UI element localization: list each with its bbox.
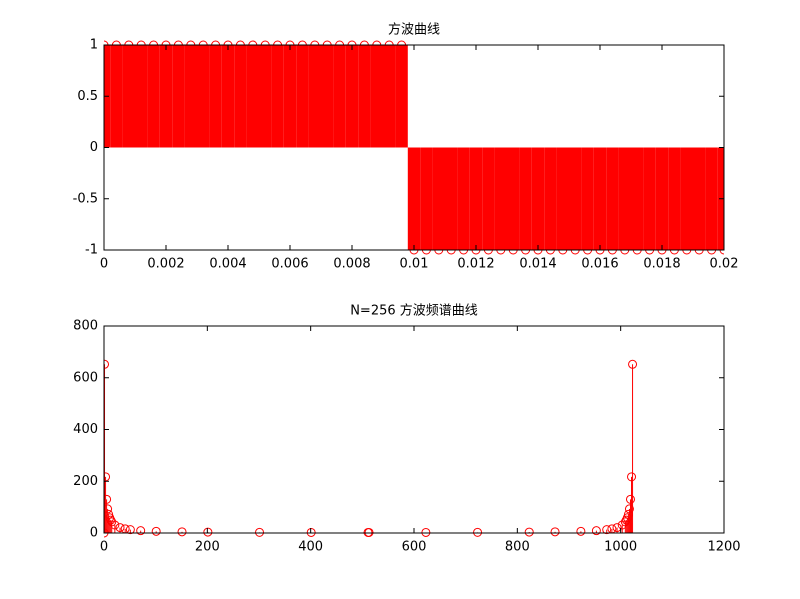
x-tick-label: 200: [195, 540, 220, 555]
stem-marker: [623, 509, 633, 519]
y-tick-label: 600: [73, 370, 98, 385]
stem-marker: [591, 526, 601, 536]
stem-marker: [624, 504, 634, 514]
stem-marker: [125, 525, 135, 535]
x-tick-label: 1200: [707, 540, 740, 555]
stem-marker: [136, 526, 146, 536]
x-tick-label: 0.018: [643, 257, 680, 272]
stem-marker: [612, 523, 622, 533]
plot-area: [104, 326, 724, 533]
y-tick-label: 0.5: [77, 89, 98, 104]
stem-marker: [576, 526, 586, 536]
stem-marker: [421, 527, 431, 537]
x-tick-label: 0.02: [710, 257, 739, 272]
plot-data: [104, 359, 638, 538]
stem-marker: [177, 527, 187, 537]
y-tick-label: 200: [73, 474, 98, 489]
stem-marker: [104, 494, 112, 504]
x-tick-label: 0.01: [400, 257, 429, 272]
x-tick-label: 0: [100, 257, 108, 272]
x-tick-label: 400: [298, 540, 323, 555]
y-tick-label: 400: [73, 422, 98, 437]
stem-marker: [473, 527, 483, 537]
y-tick-label: 1: [90, 38, 98, 53]
chart-title: 方波曲线: [388, 22, 440, 38]
stem-marker: [620, 517, 630, 527]
stem-marker: [104, 359, 110, 369]
x-tick-label: 0.004: [209, 257, 246, 272]
stem-marker: [524, 527, 534, 537]
stem-marker: [115, 523, 125, 533]
stem-marker: [306, 527, 316, 537]
y-tick-label: -0.5: [73, 191, 98, 206]
stem-marker: [625, 494, 635, 504]
stem-marker: [602, 525, 612, 535]
stem-marker: [550, 527, 560, 537]
x-tick-label: 600: [402, 540, 427, 555]
stem-marker: [110, 520, 120, 530]
x-tick-label: 0.012: [457, 257, 494, 272]
x-tick-label: 1000: [604, 540, 637, 555]
stem-marker: [104, 504, 113, 514]
y-tick-label: -1: [85, 243, 98, 258]
stem-marker: [628, 359, 638, 369]
x-tick-label: 0.014: [519, 257, 556, 272]
y-tick-label: 800: [73, 319, 98, 334]
stem-marker: [364, 527, 374, 537]
plot-data: [104, 40, 724, 255]
x-tick-label: 800: [505, 540, 530, 555]
chart-title: N=256 方波频谱曲线: [350, 303, 478, 319]
stem-marker: [107, 517, 117, 527]
y-tick-label: 0: [90, 140, 98, 155]
stem-marker: [255, 527, 265, 537]
stem-marker: [203, 527, 213, 537]
x-tick-label: 0.008: [333, 257, 370, 272]
y-tick-label: 0: [90, 526, 98, 541]
x-tick-label: 0.002: [147, 257, 184, 272]
stem-marker: [627, 472, 637, 482]
x-tick-label: 0: [100, 540, 108, 555]
x-tick-label: 0.006: [271, 257, 308, 272]
x-tick-label: 0.016: [581, 257, 618, 272]
stem-marker: [151, 526, 161, 536]
